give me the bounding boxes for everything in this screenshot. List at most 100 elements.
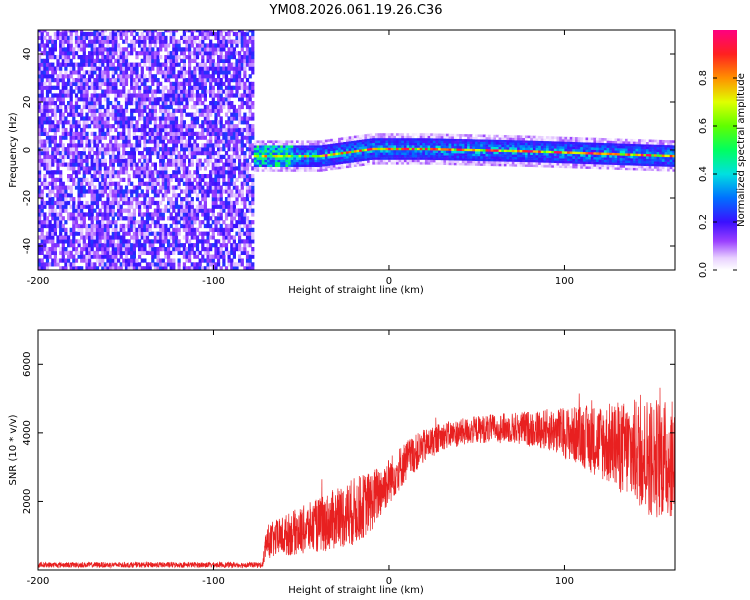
heatmap-cell <box>111 30 115 33</box>
heatmap-cell <box>101 181 105 186</box>
heatmap-cell <box>219 47 223 52</box>
heatmap-cell <box>106 151 110 156</box>
heatmap-cell <box>124 239 129 244</box>
heatmap-cell <box>438 133 442 137</box>
heatmap-cell <box>38 208 42 213</box>
heatmap-cell <box>98 151 102 156</box>
heatmap-cell <box>440 138 444 141</box>
heatmap-cell <box>277 164 281 167</box>
heatmap-cell <box>106 78 110 83</box>
heatmap-cell <box>38 162 42 167</box>
heatmap-cell <box>93 158 97 163</box>
heatmap-cell <box>222 58 226 63</box>
heatmap-cell <box>88 43 92 48</box>
heatmap-cell <box>217 250 221 255</box>
heatmap-cell <box>277 169 281 172</box>
heatmap-cell <box>85 139 89 144</box>
heatmap-cell <box>222 250 226 255</box>
heatmap-cell <box>143 212 147 217</box>
heatmap-cell <box>180 108 184 113</box>
heatmap-cell <box>48 220 52 225</box>
heatmap-cell <box>190 262 194 267</box>
heatmap-cell <box>88 35 92 40</box>
heatmap-cell <box>430 133 434 136</box>
heatmap-cell <box>388 154 392 158</box>
heatmap-cell <box>145 55 150 60</box>
heatmap-cell <box>214 181 218 186</box>
heatmap-cell <box>117 124 121 129</box>
heatmap-cell <box>103 74 107 79</box>
heatmap-cell <box>319 152 323 155</box>
heatmap-cell <box>401 133 405 136</box>
heatmap-cell <box>130 112 134 117</box>
heatmap-cell <box>235 78 239 83</box>
heatmap-cell <box>119 162 123 167</box>
heatmap-cell <box>190 185 194 190</box>
heatmap-cell <box>314 145 318 148</box>
heatmap-cell <box>290 147 294 151</box>
heatmap-cell <box>111 135 115 140</box>
heatmap-cell <box>282 142 286 146</box>
heatmap-cell <box>211 89 215 94</box>
heatmap-cell <box>103 227 107 232</box>
heatmap-cell <box>217 143 221 148</box>
heatmap-cell <box>164 266 168 270</box>
heatmap-cell <box>324 166 329 169</box>
heatmap-cell <box>193 70 197 75</box>
heatmap-cell <box>469 163 473 166</box>
heatmap-cell <box>232 147 236 152</box>
heatmap-cell <box>138 231 142 236</box>
heatmap-cell <box>322 139 326 143</box>
heatmap-cell <box>198 135 202 140</box>
heatmap-cell <box>198 174 202 179</box>
heatmap-cell <box>148 247 152 252</box>
heatmap-cell <box>109 185 113 190</box>
heatmap-cell <box>169 185 173 190</box>
heatmap-cell <box>88 208 92 213</box>
heatmap-cell <box>106 231 110 236</box>
heatmap-cell <box>248 89 252 94</box>
heatmap-cell <box>61 30 65 33</box>
heatmap-cell <box>248 204 252 209</box>
heatmap-cell <box>77 81 81 86</box>
heatmap-cell <box>369 150 373 153</box>
heatmap-cell <box>269 157 273 160</box>
heatmap-cell <box>135 231 139 236</box>
heatmap-cell <box>338 154 342 158</box>
heatmap-cell <box>124 74 129 79</box>
heatmap-cell <box>203 30 207 33</box>
heatmap-cell <box>269 145 273 148</box>
heatmap-cell <box>222 62 226 67</box>
heatmap-cell <box>327 156 331 159</box>
heatmap-cell <box>38 104 42 110</box>
heatmap-cell <box>64 200 68 206</box>
heatmap-cell <box>74 93 79 98</box>
heatmap-cell <box>203 51 207 56</box>
heatmap-cell <box>45 93 50 98</box>
heatmap-cell <box>161 108 165 113</box>
heatmap-cell <box>106 220 110 225</box>
heatmap-cell <box>195 174 200 179</box>
heatmap-cell <box>238 31 242 37</box>
heatmap-cell <box>143 250 147 255</box>
heatmap-cell <box>156 258 160 263</box>
heatmap-cell <box>64 208 68 213</box>
heatmap-cell <box>211 85 215 90</box>
heatmap-cell <box>72 124 76 129</box>
heatmap-cell <box>114 181 118 186</box>
heatmap-cell <box>203 66 207 71</box>
heatmap-cell <box>185 216 189 221</box>
heatmap-cell <box>222 170 226 175</box>
heatmap-cell <box>77 89 81 94</box>
heatmap-cell <box>130 31 134 37</box>
heatmap-cell <box>206 43 210 48</box>
heatmap-cell <box>124 31 129 37</box>
heatmap-cell <box>135 189 139 194</box>
heatmap-cell <box>406 142 410 146</box>
heatmap-cell <box>264 157 268 160</box>
heatmap-cell <box>201 30 205 33</box>
heatmap-cell <box>269 159 273 163</box>
heatmap-cell <box>193 55 197 60</box>
heatmap-cell <box>222 258 226 263</box>
heatmap-cell <box>167 104 171 110</box>
